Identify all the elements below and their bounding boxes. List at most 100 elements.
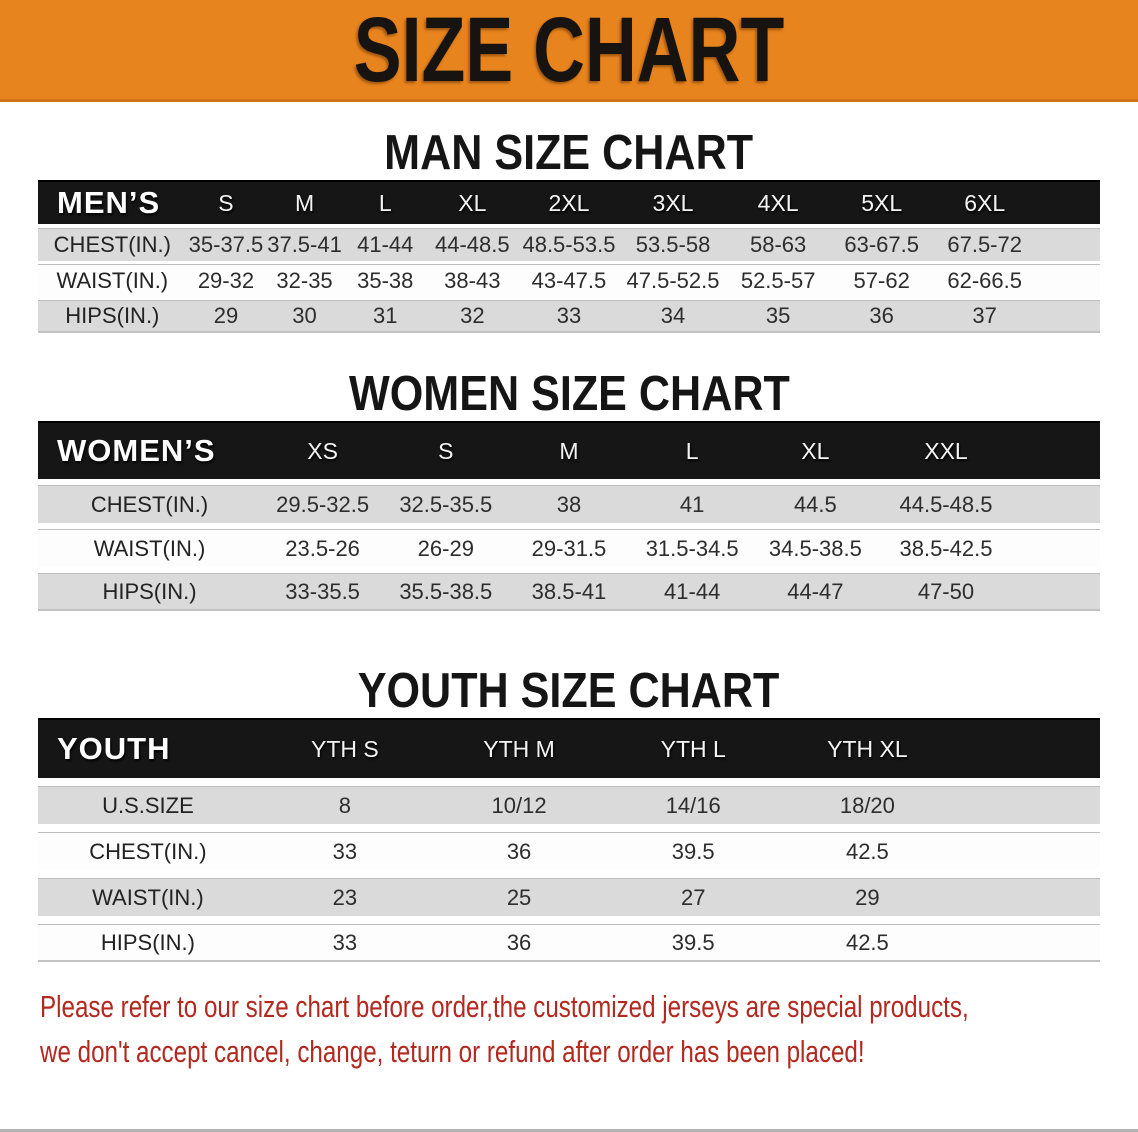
table-cell: 25	[506, 884, 532, 910]
women-section-title-text: WOMEN SIZE CHART	[348, 367, 790, 421]
table-cell: 33	[332, 838, 358, 864]
men-size-header: L	[378, 189, 392, 216]
women-size-header: M	[559, 437, 579, 464]
women-table-header-row: WOMEN’S XS S M L XL XXL	[38, 421, 1100, 479]
men-hips-row: HIPS(IN.) 29 30 31 32 33 34 35 36 37	[38, 300, 1100, 333]
women-size-header: L	[685, 437, 699, 464]
table-cell: 38	[556, 491, 582, 517]
table-cell: 29.5-32.5	[276, 491, 370, 517]
row-label: WAIST(IN.)	[92, 884, 204, 910]
men-chest-row: CHEST(IN.) 35-37.5 37.5-41 41-44 44-48.5…	[38, 228, 1100, 261]
bottom-border	[0, 1129, 1138, 1132]
table-cell: 43-47.5	[531, 268, 607, 293]
men-size-header: 5XL	[861, 189, 903, 216]
row-label: HIPS(IN.)	[100, 929, 195, 955]
youth-size-header: YTH L	[660, 735, 726, 762]
youth-size-table: YOUTH YTH S YTH M YTH L YTH XL U.S.SIZE …	[38, 718, 1100, 962]
men-size-header: 4XL	[757, 189, 799, 216]
table-cell: 18/20	[839, 792, 895, 818]
men-table-header-label: MEN’S	[57, 185, 161, 220]
table-cell: 38.5-41	[531, 578, 607, 604]
table-cell: 38.5-42.5	[899, 535, 993, 561]
women-size-table: WOMEN’S XS S M L XL XXL CHEST(IN.) 29.5-…	[38, 421, 1100, 611]
table-cell: 32-35	[276, 268, 333, 293]
row-label: CHEST(IN.)	[89, 838, 207, 864]
row-label: WAIST(IN.)	[93, 535, 206, 561]
men-section-title-text: MAN SIZE CHART	[384, 126, 754, 180]
table-cell: 27	[680, 884, 706, 910]
women-waist-row: WAIST(IN.) 23.5-26 26-29 29-31.5 31.5-34…	[38, 529, 1100, 567]
women-chest-row: CHEST(IN.) 29.5-32.5 32.5-35.5 38 41 44.…	[38, 485, 1100, 523]
men-size-header: 6XL	[964, 189, 1006, 216]
table-cell: 47.5-52.5	[626, 268, 720, 293]
table-cell: 42.5	[845, 838, 889, 864]
table-cell: 47-50	[917, 578, 975, 604]
youth-size-header: YTH S	[311, 735, 379, 762]
table-cell: 23	[332, 884, 358, 910]
row-label: WAIST(IN.)	[56, 268, 169, 293]
men-size-header: 2XL	[548, 189, 590, 216]
men-table-header-row: MEN’S S M L XL 2XL 3XL 4XL 5XL 6XL	[38, 180, 1100, 224]
table-cell: 39.5	[671, 838, 715, 864]
table-cell: 23.5-26	[285, 535, 360, 561]
table-cell: 67.5-72	[947, 232, 1022, 257]
youth-table-header-row: YOUTH YTH S YTH M YTH L YTH XL	[38, 718, 1100, 778]
table-cell: 34	[660, 303, 686, 328]
table-cell: 33-35.5	[285, 578, 360, 604]
table-cell: 41	[679, 491, 705, 517]
table-cell: 39.5	[671, 929, 715, 955]
men-size-header: S	[218, 189, 234, 216]
table-cell: 30	[292, 303, 317, 328]
table-cell: 44.5	[793, 491, 837, 517]
table-cell: 33	[556, 303, 582, 328]
women-size-header: S	[438, 437, 454, 464]
table-cell: 44.5-48.5	[899, 491, 993, 517]
table-cell: 53.5-58	[635, 232, 711, 257]
table-cell: 34.5-38.5	[768, 535, 862, 561]
table-cell: 37.5-41	[267, 232, 342, 257]
table-cell: 35-37.5	[188, 232, 264, 257]
row-label: HIPS(IN.)	[102, 578, 197, 604]
youth-size-header: YTH XL	[827, 735, 908, 762]
women-section-title: WOMEN SIZE CHART	[0, 367, 1138, 421]
table-cell: 35	[765, 303, 791, 328]
youth-section-title: YOUTH SIZE CHART	[0, 664, 1138, 718]
table-cell: 31.5-34.5	[645, 535, 739, 561]
table-cell: 36	[506, 838, 532, 864]
table-cell: 8	[338, 792, 352, 818]
table-cell: 62-66.5	[947, 268, 1022, 293]
disclaimer-note: Please refer to our size chart before or…	[40, 984, 1138, 1074]
table-cell: 44-48.5	[435, 232, 510, 257]
table-cell: 41-44	[664, 578, 721, 604]
youth-ussize-row: U.S.SIZE 8 10/12 14/16 18/20	[38, 786, 1100, 824]
page-title: SIZE CHART	[353, 0, 785, 101]
table-cell: 33	[332, 929, 358, 955]
youth-waist-row: WAIST(IN.) 23 25 27 29	[38, 878, 1100, 916]
women-size-header: XL	[801, 437, 830, 464]
table-cell: 41-44	[357, 232, 414, 257]
men-size-header: 3XL	[652, 189, 694, 216]
table-cell: 29	[855, 884, 880, 910]
table-cell: 29-32	[197, 268, 255, 293]
table-cell: 36	[869, 303, 894, 328]
women-table-header-label: WOMEN’S	[57, 433, 216, 468]
table-cell: 48.5-53.5	[522, 232, 616, 257]
women-hips-row: HIPS(IN.) 33-35.5 35.5-38.5 38.5-41 41-4…	[38, 573, 1100, 611]
table-cell: 10/12	[491, 792, 547, 818]
table-cell: 57-62	[853, 268, 910, 293]
table-cell: 35-38	[357, 268, 414, 293]
table-cell: 31	[373, 303, 398, 328]
disclaimer-line-2: we don't accept cancel, change, teturn o…	[40, 1034, 865, 1069]
table-cell: 35.5-38.5	[399, 578, 493, 604]
row-label: HIPS(IN.)	[65, 303, 160, 328]
row-label: CHEST(IN.)	[53, 232, 171, 257]
youth-hips-row: HIPS(IN.) 33 36 39.5 42.5	[38, 924, 1100, 962]
men-waist-row: WAIST(IN.) 29-32 32-35 35-38 38-43 43-47…	[38, 264, 1100, 297]
table-cell: 29	[213, 303, 239, 328]
table-cell: 26-29	[417, 535, 474, 561]
row-label: U.S.SIZE	[102, 792, 194, 818]
youth-section-title-text: YOUTH SIZE CHART	[358, 664, 780, 718]
table-cell: 38-43	[444, 268, 501, 293]
women-size-header: XXL	[924, 437, 968, 464]
